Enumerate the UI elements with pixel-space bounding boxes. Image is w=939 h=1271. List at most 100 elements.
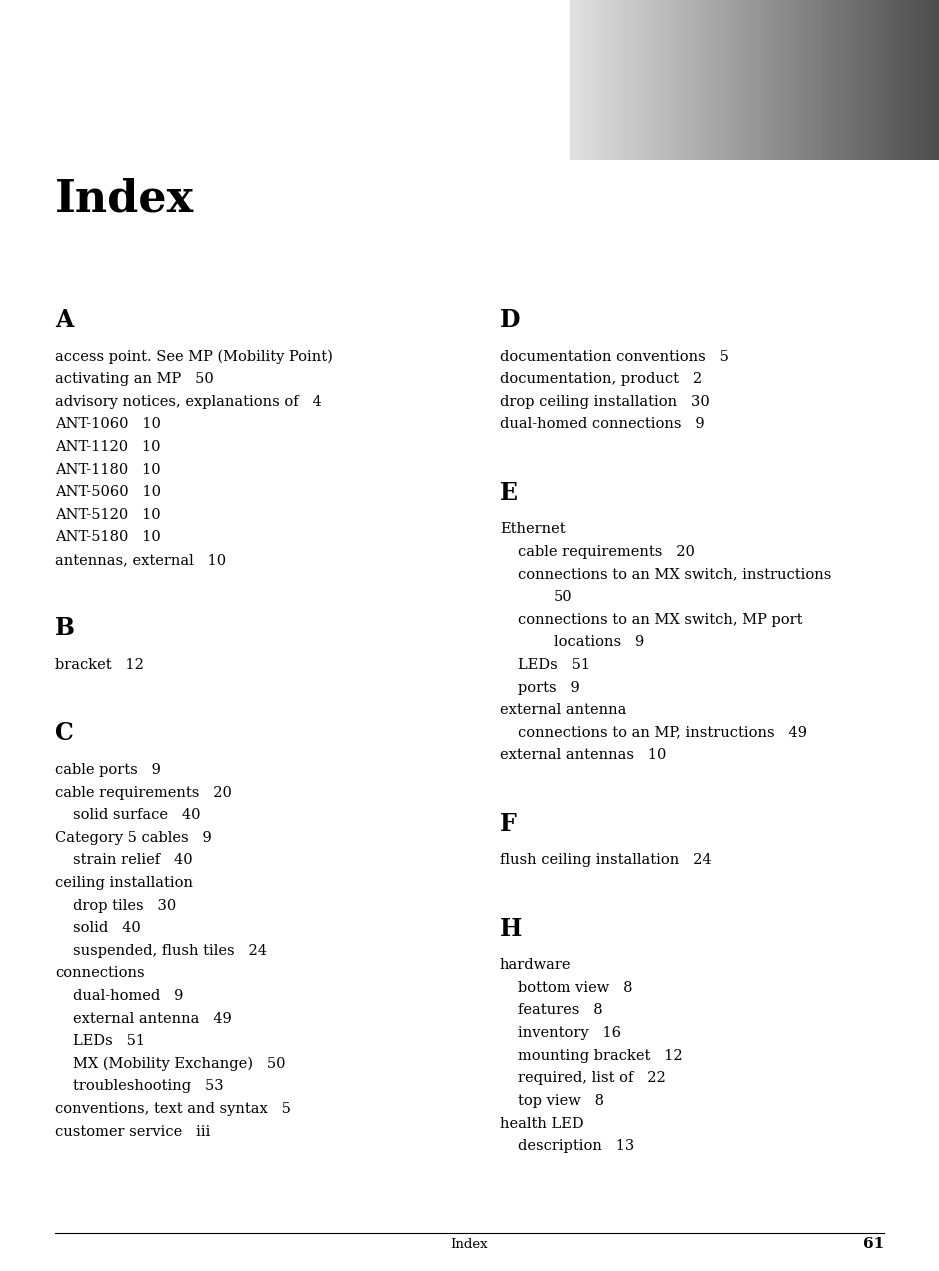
Bar [659, 0, 662, 160]
Text: dual-homed   9: dual-homed 9 [73, 989, 183, 1003]
Bar [755, 0, 758, 160]
Bar [874, 0, 878, 160]
Text: connections: connections [55, 966, 145, 980]
Bar [696, 0, 700, 160]
Bar [720, 0, 724, 160]
Bar [912, 0, 915, 160]
Bar [823, 0, 825, 160]
Bar [717, 0, 720, 160]
Text: connections to an MP, instructions   49: connections to an MP, instructions 49 [518, 726, 807, 740]
Text: suspended, flush tiles   24: suspended, flush tiles 24 [73, 944, 267, 958]
Text: ANT-1060   10: ANT-1060 10 [55, 417, 161, 431]
Bar [893, 0, 896, 160]
Bar [715, 0, 717, 160]
Text: external antennas   10: external antennas 10 [500, 749, 667, 763]
Bar [693, 0, 696, 160]
Bar [582, 0, 585, 160]
Text: documentation, product   2: documentation, product 2 [500, 372, 702, 386]
Text: strain relief   40: strain relief 40 [73, 853, 192, 867]
Text: customer service   iii: customer service iii [55, 1125, 210, 1139]
Bar [604, 0, 607, 160]
Bar [746, 0, 748, 160]
Bar [843, 0, 847, 160]
Bar [884, 0, 886, 160]
Bar [797, 0, 801, 160]
Bar [690, 0, 693, 160]
Bar [908, 0, 912, 160]
Bar [871, 0, 874, 160]
Bar [838, 0, 840, 160]
Bar [619, 0, 623, 160]
Bar [801, 0, 804, 160]
Bar [573, 0, 577, 160]
Bar [742, 0, 746, 160]
Text: connections to an MX switch, instructions: connections to an MX switch, instruction… [518, 568, 831, 582]
Text: conventions, text and syntax   5: conventions, text and syntax 5 [55, 1102, 291, 1116]
Bar [770, 0, 773, 160]
Text: ANT-5120   10: ANT-5120 10 [55, 507, 161, 522]
Text: features   8: features 8 [518, 1004, 603, 1018]
Bar [585, 0, 589, 160]
Bar [607, 0, 610, 160]
Bar [666, 0, 669, 160]
Bar [589, 0, 592, 160]
Text: cable requirements   20: cable requirements 20 [518, 545, 695, 559]
Bar [761, 0, 763, 160]
Bar [881, 0, 884, 160]
Text: inventory   16: inventory 16 [518, 1026, 621, 1040]
Bar [927, 0, 930, 160]
Bar [628, 0, 632, 160]
Bar [779, 0, 782, 160]
Bar [623, 0, 625, 160]
Text: LEDs   51: LEDs 51 [73, 1035, 145, 1049]
Text: D: D [500, 308, 520, 332]
Bar [899, 0, 902, 160]
Bar [847, 0, 850, 160]
Bar [700, 0, 702, 160]
Bar [644, 0, 647, 160]
Bar [917, 0, 920, 160]
Bar [610, 0, 613, 160]
Text: Category 5 cables   9: Category 5 cables 9 [55, 831, 212, 845]
Text: E: E [500, 480, 518, 505]
Bar [831, 0, 835, 160]
Bar [577, 0, 579, 160]
Text: C: C [55, 722, 74, 745]
Bar [896, 0, 899, 160]
Text: hardware: hardware [500, 958, 572, 972]
Text: H: H [500, 916, 522, 941]
Text: A: A [55, 308, 73, 332]
Bar [813, 0, 816, 160]
Bar [625, 0, 628, 160]
Text: external antenna   49: external antenna 49 [73, 1012, 232, 1026]
Bar [840, 0, 843, 160]
Bar [736, 0, 739, 160]
Bar [773, 0, 776, 160]
Bar [853, 0, 856, 160]
Text: solid surface   40: solid surface 40 [73, 808, 201, 822]
Bar [890, 0, 893, 160]
Bar [924, 0, 927, 160]
Text: cable ports   9: cable ports 9 [55, 763, 161, 777]
Text: drop tiles   30: drop tiles 30 [73, 899, 177, 913]
Bar [684, 0, 686, 160]
Bar [640, 0, 644, 160]
Bar [809, 0, 813, 160]
Text: access point. See MP (Mobility Point): access point. See MP (Mobility Point) [55, 350, 332, 364]
Bar [869, 0, 871, 160]
Bar [656, 0, 659, 160]
Bar [807, 0, 809, 160]
Bar [650, 0, 653, 160]
Text: solid   40: solid 40 [73, 921, 141, 935]
Bar [782, 0, 785, 160]
Bar [613, 0, 616, 160]
Bar [705, 0, 708, 160]
Bar [751, 0, 755, 160]
Text: ANT-5180   10: ANT-5180 10 [55, 530, 161, 544]
Text: Index: Index [55, 178, 194, 221]
Bar [825, 0, 828, 160]
Text: connections to an MX switch, MP port: connections to an MX switch, MP port [518, 613, 803, 627]
Text: flush ceiling installation   24: flush ceiling installation 24 [500, 853, 712, 867]
Text: ANT-1180   10: ANT-1180 10 [55, 463, 161, 477]
Text: advisory notices, explanations of   4: advisory notices, explanations of 4 [55, 395, 322, 409]
